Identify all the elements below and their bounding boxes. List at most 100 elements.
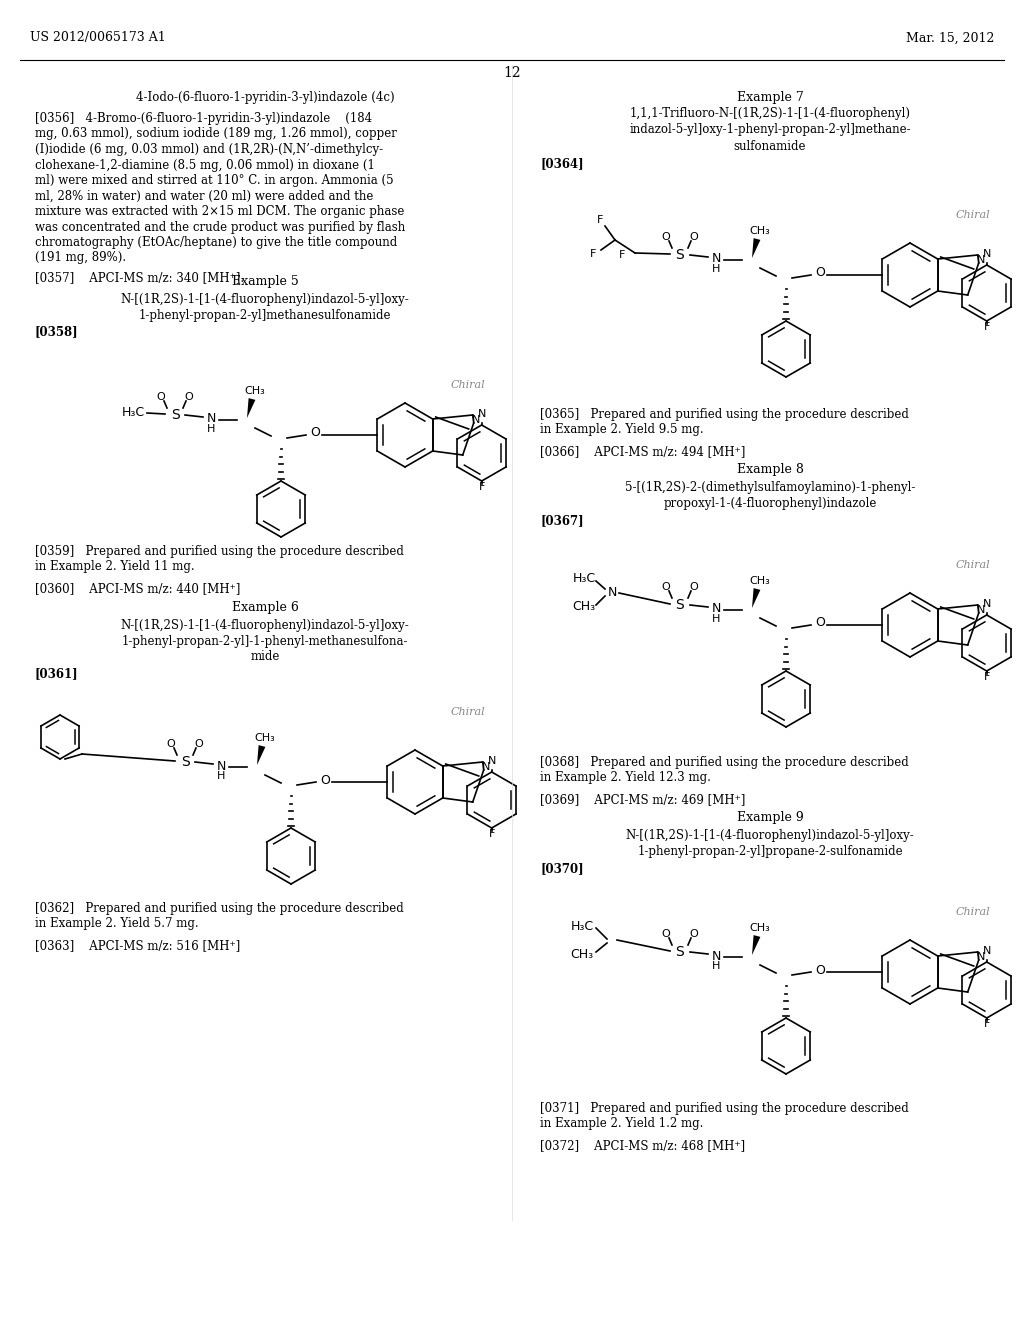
Text: N: N	[607, 586, 616, 599]
Text: N: N	[982, 249, 991, 259]
Text: O: O	[167, 739, 175, 748]
Text: Example 8: Example 8	[736, 463, 804, 477]
Text: Chiral: Chiral	[451, 708, 485, 717]
Text: N: N	[206, 412, 216, 425]
Text: [0362]   Prepared and purified using the procedure described: [0362] Prepared and purified using the p…	[35, 902, 403, 915]
Text: in Example 2. Yield 5.7 mg.: in Example 2. Yield 5.7 mg.	[35, 917, 199, 931]
Text: N: N	[477, 409, 486, 418]
Text: O: O	[662, 582, 671, 591]
Text: [0359]   Prepared and purified using the procedure described: [0359] Prepared and purified using the p…	[35, 545, 403, 558]
Polygon shape	[752, 589, 761, 609]
Text: in Example 2. Yield 1.2 mg.: in Example 2. Yield 1.2 mg.	[540, 1117, 703, 1130]
Text: Example 9: Example 9	[736, 812, 804, 825]
Text: N: N	[977, 255, 985, 265]
Text: N: N	[712, 252, 721, 265]
Text: H: H	[712, 264, 720, 275]
Text: S: S	[676, 248, 684, 261]
Polygon shape	[752, 935, 761, 954]
Text: [0360]    APCI-MS m/z: 440 [MH⁺]: [0360] APCI-MS m/z: 440 [MH⁺]	[35, 582, 241, 595]
Text: H₃C: H₃C	[122, 407, 144, 420]
Text: [0364]: [0364]	[540, 157, 584, 170]
Text: N-[(1R,2S)-1-[1-(4-fluorophenyl)indazol-5-yl]oxy-: N-[(1R,2S)-1-[1-(4-fluorophenyl)indazol-…	[121, 293, 410, 306]
Text: propoxyl-1-(4-fluorophenyl)indazole: propoxyl-1-(4-fluorophenyl)indazole	[664, 496, 877, 510]
Text: mide: mide	[250, 651, 280, 664]
Text: H: H	[712, 961, 720, 972]
Text: CH₃: CH₃	[750, 576, 770, 586]
Text: Example 5: Example 5	[231, 276, 298, 289]
Text: S: S	[676, 598, 684, 612]
Text: mixture was extracted with 2×15 ml DCM. The organic phase: mixture was extracted with 2×15 ml DCM. …	[35, 205, 404, 218]
Text: N-[(1R,2S)-1-[1-(4-fluorophenyl)indazol-5-yl]oxy-: N-[(1R,2S)-1-[1-(4-fluorophenyl)indazol-…	[121, 619, 410, 631]
Text: Chiral: Chiral	[451, 380, 485, 389]
Text: F: F	[488, 829, 495, 840]
Text: H₃C: H₃C	[572, 573, 596, 586]
Text: O: O	[662, 232, 671, 242]
Text: [0372]    APCI-MS m/z: 468 [MH⁺]: [0372] APCI-MS m/z: 468 [MH⁺]	[540, 1139, 745, 1152]
Text: S: S	[180, 755, 189, 770]
Text: ml) were mixed and stirred at 110° C. in argon. Ammonia (5: ml) were mixed and stirred at 110° C. in…	[35, 174, 393, 187]
Text: F: F	[478, 482, 485, 492]
Text: chromatography (EtOAc/heptane) to give the title compound: chromatography (EtOAc/heptane) to give t…	[35, 236, 397, 249]
Text: in Example 2. Yield 12.3 mg.: in Example 2. Yield 12.3 mg.	[540, 771, 711, 784]
Text: was concentrated and the crude product was purified by flash: was concentrated and the crude product w…	[35, 220, 406, 234]
Text: [0365]   Prepared and purified using the procedure described: [0365] Prepared and purified using the p…	[540, 408, 909, 421]
Text: CH₃: CH₃	[750, 923, 770, 933]
Text: CH₃: CH₃	[750, 226, 770, 236]
Text: F: F	[983, 672, 990, 682]
Text: [0361]: [0361]	[35, 668, 79, 681]
Text: [0363]    APCI-MS m/z: 516 [MH⁺]: [0363] APCI-MS m/z: 516 [MH⁺]	[35, 939, 241, 952]
Text: Chiral: Chiral	[955, 560, 990, 570]
Text: H: H	[712, 614, 720, 624]
Text: S: S	[171, 408, 179, 422]
Text: F: F	[597, 215, 603, 224]
Text: 1-phenyl-propan-2-yl]-1-phenyl-methanesulfona-: 1-phenyl-propan-2-yl]-1-phenyl-methanesu…	[122, 635, 409, 648]
Polygon shape	[257, 744, 265, 766]
Text: O: O	[195, 739, 204, 748]
Text: 1,1,1-Trifluoro-N-[(1R,2S)-1-[1-(4-fluorophenyl): 1,1,1-Trifluoro-N-[(1R,2S)-1-[1-(4-fluor…	[630, 107, 910, 120]
Text: N: N	[216, 759, 225, 772]
Text: [0357]    APCI-MS m/z: 340 [MH⁺].: [0357] APCI-MS m/z: 340 [MH⁺].	[35, 271, 244, 284]
Text: ml, 28% in water) and water (20 ml) were added and the: ml, 28% in water) and water (20 ml) were…	[35, 190, 374, 202]
Text: [0356]   4-Bromo-(6-fluoro-1-pyridin-3-yl)indazole    (184: [0356] 4-Bromo-(6-fluoro-1-pyridin-3-yl)…	[35, 112, 372, 125]
Text: 4-Iodo-(6-fluoro-1-pyridin-3-yl)indazole (4c): 4-Iodo-(6-fluoro-1-pyridin-3-yl)indazole…	[136, 91, 394, 103]
Text: N: N	[977, 952, 985, 962]
Text: O: O	[310, 426, 319, 440]
Text: CH₃: CH₃	[570, 948, 594, 961]
Text: N: N	[977, 605, 985, 615]
Text: Chiral: Chiral	[955, 210, 990, 220]
Text: Example 7: Example 7	[736, 91, 804, 103]
Text: [0370]: [0370]	[540, 862, 584, 875]
Text: Example 6: Example 6	[231, 602, 298, 615]
Text: [0358]: [0358]	[35, 326, 79, 338]
Text: N: N	[982, 946, 991, 956]
Text: O: O	[689, 929, 698, 939]
Text: N-[(1R,2S)-1-[1-(4-fluorophenyl)indazol-5-yl]oxy-: N-[(1R,2S)-1-[1-(4-fluorophenyl)indazol-…	[626, 829, 914, 842]
Text: H: H	[217, 771, 225, 781]
Text: O: O	[815, 267, 825, 280]
Text: O: O	[184, 392, 194, 403]
Text: sulfonamide: sulfonamide	[734, 140, 806, 153]
Text: O: O	[321, 774, 330, 787]
Text: CH₃: CH₃	[255, 733, 275, 743]
Text: N: N	[712, 949, 721, 962]
Text: N: N	[712, 602, 721, 615]
Text: 5-[(1R,2S)-2-(dimethylsulfamoylamino)-1-phenyl-: 5-[(1R,2S)-2-(dimethylsulfamoylamino)-1-…	[625, 480, 915, 494]
Text: H: H	[207, 424, 215, 434]
Text: indazol-5-yl]oxy-1-phenyl-propan-2-yl]methane-: indazol-5-yl]oxy-1-phenyl-propan-2-yl]me…	[629, 124, 910, 136]
Text: [0368]   Prepared and purified using the procedure described: [0368] Prepared and purified using the p…	[540, 756, 908, 770]
Text: CH₃: CH₃	[245, 385, 265, 396]
Text: CH₃: CH₃	[572, 601, 596, 614]
Text: Mar. 15, 2012: Mar. 15, 2012	[905, 32, 994, 45]
Text: O: O	[157, 392, 165, 403]
Text: [0371]   Prepared and purified using the procedure described: [0371] Prepared and purified using the p…	[540, 1102, 908, 1115]
Text: O: O	[689, 232, 698, 242]
Text: O: O	[689, 582, 698, 591]
Text: 1-phenyl-propan-2-yl]propane-2-sulfonamide: 1-phenyl-propan-2-yl]propane-2-sulfonami…	[637, 845, 903, 858]
Text: F: F	[983, 322, 990, 333]
Text: (I)iodide (6 mg, 0.03 mmol) and (1R,2R)-(N,N’-dimethylcy-: (I)iodide (6 mg, 0.03 mmol) and (1R,2R)-…	[35, 143, 383, 156]
Text: N: N	[481, 762, 489, 772]
Text: 12: 12	[503, 66, 521, 81]
Text: [0369]    APCI-MS m/z: 469 [MH⁺]: [0369] APCI-MS m/z: 469 [MH⁺]	[540, 793, 745, 807]
Polygon shape	[752, 238, 761, 257]
Text: O: O	[815, 964, 825, 977]
